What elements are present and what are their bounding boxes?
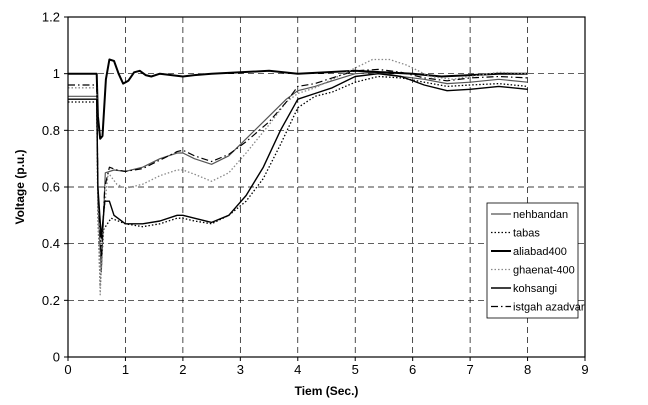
- legend: nehbandan tabas aliabad400 ghaenat-400 kohsa…: [486, 202, 585, 319]
- series-line-1: [68, 75, 528, 287]
- series-lines: [68, 58, 528, 296]
- x-tick-label: 5: [352, 362, 359, 377]
- y-tick-label: 0: [53, 350, 60, 365]
- series-line-3: [68, 58, 528, 296]
- y-tick-label: 1.2: [42, 10, 60, 25]
- x-tick-label: 4: [294, 362, 301, 377]
- legend-label: aliabad400: [513, 246, 567, 258]
- legend-label: ghaenat-400: [513, 265, 575, 277]
- x-tick-label: 2: [179, 362, 186, 377]
- x-tick-label: 8: [524, 362, 531, 377]
- legend-label: tabas: [513, 228, 540, 240]
- legend-box: [486, 202, 579, 319]
- x-axis-title: Tiem (Sec.): [295, 384, 359, 398]
- x-tick-label: 3: [237, 362, 244, 377]
- y-tick-label: 0.8: [42, 123, 60, 138]
- x-tick-label: 1: [122, 362, 129, 377]
- x-tick-label: 6: [409, 362, 416, 377]
- series-line-5: [68, 68, 528, 259]
- legend-label: istgah azadvar: [513, 302, 585, 314]
- legend-label: nehbandan: [513, 209, 568, 221]
- x-tick-label: 0: [64, 362, 71, 377]
- series-line-2: [68, 58, 528, 140]
- axis-ticks: 0 1 2 3 4 5 6 7 8 9 0 0.2 0.4 0.6 0.8 1 1.2: [42, 10, 589, 378]
- series-line-4: [68, 73, 528, 239]
- y-tick-label: 0.2: [42, 293, 60, 308]
- x-tick-label: 9: [581, 362, 588, 377]
- y-tick-label: 0.6: [42, 180, 60, 195]
- y-tick-label: 1: [53, 66, 60, 81]
- x-tick-label: 7: [466, 362, 473, 377]
- legend-label: kohsangi: [513, 283, 557, 295]
- series-line-0: [68, 71, 528, 273]
- y-tick-label: 0.4: [42, 236, 60, 251]
- y-axis-title: Voltage (p.u.): [13, 149, 27, 224]
